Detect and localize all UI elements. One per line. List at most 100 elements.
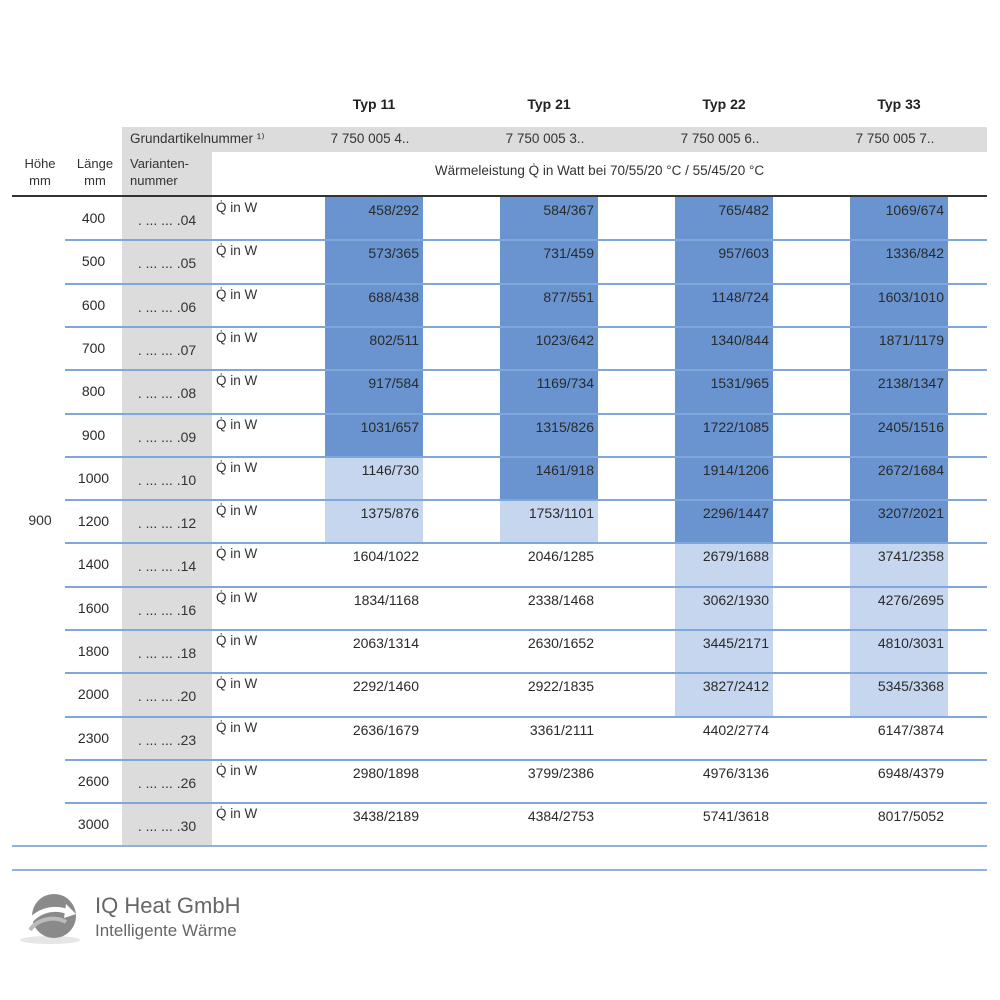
value: 1023/642 [535, 331, 594, 348]
article-33: 7 750 005 7.. [855, 131, 935, 146]
value-cell: 3361/2111 [500, 717, 598, 760]
value: 3062/1930 [702, 591, 769, 608]
value-cell: 2636/1679 [325, 717, 423, 760]
value-cell: 2922/1835 [500, 673, 598, 716]
q-unit-label: Q̇ in W [216, 200, 258, 215]
height-value: 900 [28, 512, 52, 528]
value: 1753/1101 [528, 505, 594, 522]
length-value: 3000 [77, 816, 110, 833]
variant-number: . ... ... .08 [137, 385, 197, 402]
value: 1871/1179 [878, 331, 944, 348]
length-value: 500 [81, 253, 106, 270]
header-laenge-label: Länge [76, 156, 114, 171]
value: 1604/1022 [352, 548, 419, 565]
q-unit-label: Q̇ in W [216, 373, 258, 389]
q-unit-label: Q̇ in W [216, 719, 258, 735]
value: 731/459 [543, 245, 594, 262]
value: 2046/1285 [527, 548, 594, 565]
value-cell: 1604/1022 [325, 543, 423, 586]
variant-number: . ... ... .30 [137, 818, 197, 835]
value-cell: 2063/1314 [325, 630, 423, 673]
value-cell: 1336/842 [850, 240, 948, 284]
value-cell: 957/603 [675, 240, 773, 284]
logo-tagline: Intelligente Wärme [95, 921, 237, 940]
variant-number: . ... ... .14 [137, 558, 197, 575]
type-title-33: Typ 33 [877, 96, 921, 112]
value: 1834/1168 [353, 591, 419, 608]
row-divider [65, 499, 987, 502]
value: 4810/3031 [877, 635, 944, 651]
value: 877/551 [543, 288, 594, 305]
q-unit-label: Q̇ in W [216, 243, 258, 259]
value-cell: 8017/5052 [850, 803, 948, 846]
value: 2292/1460 [352, 678, 419, 695]
value: 1461/918 [535, 461, 594, 478]
length-value: 400 [81, 210, 106, 226]
value: 2679/1688 [702, 548, 769, 565]
row-divider [65, 239, 987, 242]
row-divider [65, 455, 987, 458]
value: 3741/2358 [877, 548, 944, 565]
length-value: 700 [81, 339, 106, 356]
value: 584/367 [543, 202, 594, 218]
footer-line [12, 869, 987, 871]
value-cell: 1914/1206 [675, 456, 773, 500]
value-cell: 1722/1085 [675, 413, 773, 457]
value: 5741/3618 [702, 808, 769, 825]
row-divider [65, 715, 987, 718]
q-unit-label: Q̇ in W [216, 589, 258, 605]
length-value: 1000 [77, 469, 110, 486]
variant-number: . ... ... .07 [137, 341, 197, 358]
article-21: 7 750 005 3.. [505, 131, 585, 146]
q-unit-label: Q̇ in W [216, 329, 258, 345]
value-cell: 4976/3136 [675, 760, 773, 803]
logo-icon [16, 890, 88, 946]
q-unit-label: Q̇ in W [216, 459, 258, 475]
value-cell: 1031/657 [325, 413, 423, 457]
value-cell: 1531/965 [675, 370, 773, 414]
value: 1914/1206 [702, 461, 769, 478]
row-divider [65, 412, 987, 415]
type-title-21: Typ 21 [527, 96, 571, 112]
value-cell: 1315/826 [500, 413, 598, 457]
value-cell: 1753/1101 [500, 500, 598, 544]
variant-number: . ... ... .05 [137, 255, 197, 272]
value: 2138/1347 [877, 375, 944, 392]
value: 2980/1898 [352, 764, 419, 781]
value-cell: 1148/724 [675, 283, 773, 327]
row-divider [65, 369, 987, 372]
value-cell: 3799/2386 [500, 760, 598, 803]
value: 1031/657 [360, 418, 419, 435]
variant-number: . ... ... .26 [137, 774, 197, 791]
value: 2338/1468 [527, 591, 594, 608]
value: 1340/844 [710, 331, 769, 348]
value: 1336/842 [885, 245, 944, 262]
value-cell: 1340/844 [675, 326, 773, 370]
value: 4384/2753 [527, 808, 594, 825]
article-22: 7 750 005 6.. [680, 131, 760, 146]
value: 1146/730 [361, 461, 419, 478]
header-variante-line2: nummer [130, 173, 178, 188]
value-cell: 3445/2171 [675, 630, 773, 673]
grundartikel-label: Grundartikelnummer ¹⁾ [130, 131, 265, 146]
q-unit-label: Q̇ in W [216, 546, 258, 562]
variant-column-bg [122, 152, 212, 845]
value: 957/603 [718, 245, 769, 262]
q-unit-label: Q̇ in W [216, 633, 258, 648]
value-cell: 1603/1010 [850, 283, 948, 327]
value-cell: 573/365 [325, 240, 423, 284]
q-unit-label: Q̇ in W [216, 503, 258, 519]
length-value: 900 [81, 426, 106, 443]
value: 765/482 [718, 202, 769, 218]
value-cell: 3741/2358 [850, 543, 948, 587]
value: 6147/3874 [877, 721, 944, 738]
value: 1069/674 [885, 202, 944, 218]
value-cell: 802/511 [325, 326, 423, 370]
value: 1603/1010 [877, 288, 944, 305]
value-cell: 2338/1468 [500, 587, 598, 630]
length-value: 2600 [77, 772, 110, 789]
row-divider [65, 672, 987, 675]
length-value: 2000 [77, 686, 110, 703]
value-cell: 3438/2189 [325, 803, 423, 846]
value: 3438/2189 [352, 808, 419, 825]
